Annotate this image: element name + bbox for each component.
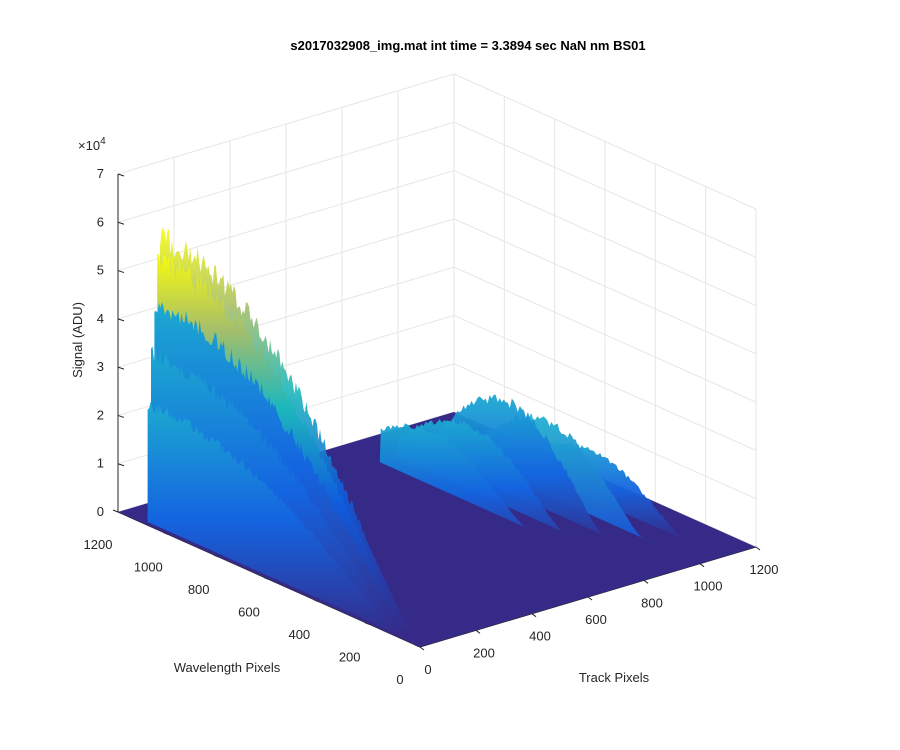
z-tick-label: 5 (97, 263, 104, 278)
z-tick-mark (117, 414, 125, 418)
x-tick-label: 0 (424, 662, 431, 677)
z-exponent-label: ×104 (78, 136, 106, 153)
y-tick-label: 600 (238, 605, 260, 620)
z-tick-mark (117, 366, 125, 370)
grid-line (453, 73, 757, 210)
z-tick-label: 3 (97, 359, 104, 374)
z-tick-label: 4 (97, 311, 104, 326)
y-axis-label: Wavelength Pixels (174, 660, 281, 675)
y-tick-label: 0 (396, 672, 403, 687)
z-tick-label: 6 (97, 214, 104, 229)
y-tick-label: 800 (188, 582, 210, 597)
x-tick-mark (419, 646, 425, 651)
chart-title: s2017032908_img.mat int time = 3.3894 se… (290, 38, 645, 53)
y-tick-label: 200 (339, 650, 361, 665)
x-axis-label: Track Pixels (579, 670, 650, 685)
y-tick-mark (414, 644, 421, 648)
tick-labels: 0200400600800100012000200400600800100012… (84, 166, 779, 687)
x-tick-mark (475, 629, 481, 634)
grid-line (453, 266, 757, 403)
y-tick-mark (314, 599, 320, 603)
z-tick-label: 1 (97, 456, 104, 471)
main-peak-slice (151, 346, 413, 638)
x-tick-mark (643, 579, 649, 584)
z-tick-mark (117, 318, 125, 322)
z-tick-mark (117, 463, 125, 467)
main-peak-slice (147, 401, 410, 639)
z-axis-label: Signal (ADU) (70, 302, 85, 378)
x-tick-mark (699, 563, 705, 568)
x-tick-label: 600 (585, 612, 607, 627)
z-tick-mark (117, 221, 125, 225)
z-tick-label: 0 (97, 504, 104, 519)
y-tick-label: 1000 (134, 560, 163, 575)
z-tick-label: 7 (97, 166, 104, 181)
grid-line (453, 218, 757, 355)
y-tick-label: 1200 (84, 537, 113, 552)
y-tick-mark (263, 577, 270, 580)
y-tick-mark (112, 509, 119, 513)
grid-line (453, 363, 757, 500)
y-tick-mark (364, 622, 370, 625)
y-tick-label: 400 (288, 627, 310, 642)
x-tick-label: 200 (473, 645, 495, 660)
x-tick-label: 1200 (750, 562, 779, 577)
x-tick-label: 400 (529, 629, 551, 644)
surface-plot (118, 227, 756, 647)
grid-line (117, 170, 455, 272)
secondary-peak-slice (379, 423, 607, 564)
grid-line (453, 314, 757, 451)
z-tick-label: 2 (97, 407, 104, 422)
x-tick-mark (755, 546, 761, 551)
z-tick-mark (117, 270, 125, 274)
grid-line (453, 170, 757, 307)
x-tick-mark (587, 596, 593, 601)
y-tick-mark (163, 532, 169, 535)
y-tick-mark (213, 554, 219, 558)
grid-line (117, 73, 455, 175)
grid-line (117, 121, 455, 223)
z-tick-mark (117, 173, 125, 177)
x-tick-label: 1000 (694, 579, 723, 594)
grid-line (453, 121, 757, 258)
x-tick-label: 800 (641, 595, 663, 610)
x-tick-mark (531, 613, 537, 618)
